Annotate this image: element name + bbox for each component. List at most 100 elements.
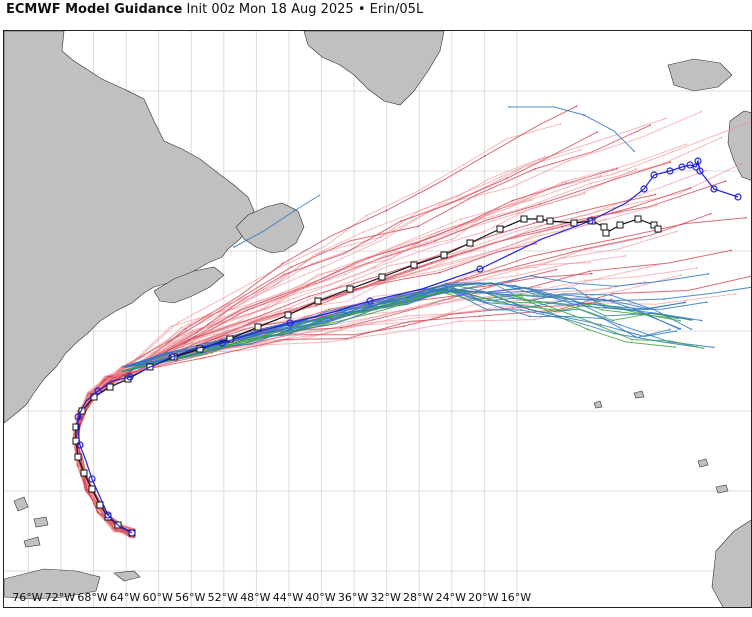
circle-marker-icon bbox=[586, 217, 594, 225]
ensemble-track-point bbox=[385, 209, 388, 212]
title-details: Init 00z Mon 18 Aug 2025 • Erin/05L bbox=[186, 2, 424, 17]
circle-marker-icon bbox=[76, 441, 84, 449]
ensemble-track-point bbox=[365, 214, 368, 217]
ensemble-track-point bbox=[696, 267, 698, 269]
ensemble-track-point bbox=[134, 536, 136, 539]
ensemble-track-point bbox=[293, 297, 296, 300]
ensemble-track-point bbox=[584, 279, 587, 282]
ensemble-track-point bbox=[734, 293, 737, 295]
blue-ensemble-track-point bbox=[599, 323, 602, 326]
circle-marker-icon bbox=[694, 157, 702, 165]
track-map[interactable] bbox=[4, 31, 752, 608]
ensemble-track-point bbox=[76, 464, 79, 467]
ensemble-track-point bbox=[177, 321, 179, 324]
square-marker-icon bbox=[80, 469, 88, 477]
circle-marker-icon bbox=[710, 185, 718, 193]
blue-ensemble-track-point bbox=[633, 150, 635, 152]
square-marker-icon bbox=[254, 323, 262, 331]
ensemble-track-point bbox=[188, 324, 191, 326]
ensemble-track-point bbox=[319, 330, 322, 333]
blue-ensemble-track-point bbox=[663, 298, 665, 300]
ensemble-track-point bbox=[579, 148, 582, 151]
blue-ensemble-track-point bbox=[543, 296, 545, 298]
blue-ensemble-track-point bbox=[131, 364, 133, 367]
ensemble-track-point bbox=[281, 262, 284, 265]
ensemble-track-point bbox=[635, 167, 638, 170]
ensemble-track-point bbox=[374, 283, 376, 285]
green-ensemble-track-point bbox=[611, 319, 614, 322]
ensemble-track-point bbox=[604, 218, 607, 221]
blue-ensemble-track-point bbox=[444, 291, 447, 294]
ensemble-track-point bbox=[506, 307, 509, 310]
circle-marker-icon bbox=[286, 319, 294, 327]
square-marker-icon bbox=[570, 219, 578, 227]
ensemble-track-point bbox=[396, 250, 399, 253]
ensemble-track-point bbox=[308, 295, 310, 298]
ensemble-track-point bbox=[279, 266, 281, 268]
green-ensemble-track-point bbox=[129, 368, 131, 371]
circle-marker-icon bbox=[88, 475, 96, 483]
ensemble-track-point bbox=[374, 266, 377, 269]
greenland-land bbox=[303, 31, 445, 106]
blue-ensemble-track-point bbox=[122, 370, 125, 373]
x-tick-label: 32°W bbox=[370, 591, 401, 604]
ensemble-track-point bbox=[669, 161, 672, 163]
green-ensemble-track-point bbox=[702, 347, 704, 350]
map-panel[interactable] bbox=[3, 30, 752, 608]
ensemble-track-point bbox=[700, 110, 703, 113]
ensemble-track-point bbox=[616, 167, 619, 170]
ensemble-track-point bbox=[611, 292, 614, 295]
ensemble-track-point bbox=[191, 341, 194, 344]
blue-ensemble-track-point bbox=[613, 332, 616, 335]
x-tick-label: 36°W bbox=[337, 591, 369, 604]
ensemble-track-point bbox=[274, 295, 277, 298]
circle-marker-icon bbox=[692, 163, 700, 171]
blue-ensemble-track-point bbox=[289, 326, 292, 329]
ensemble-track-point bbox=[588, 270, 591, 273]
square-marker-icon bbox=[74, 453, 82, 461]
x-tick-label: 56°W bbox=[175, 591, 206, 604]
ensemble-track-point bbox=[460, 218, 462, 221]
green-ensemble-track-point bbox=[674, 346, 676, 349]
blue-ensemble-track-point bbox=[122, 365, 125, 368]
ensemble-track-point bbox=[325, 341, 327, 344]
ensemble-track-point bbox=[438, 203, 441, 206]
blue-ensemble-track-point bbox=[615, 285, 617, 288]
square-marker-icon bbox=[346, 285, 354, 293]
blue-ensemble-track-point bbox=[369, 306, 372, 309]
ensemble-track-point bbox=[434, 240, 436, 242]
ensemble-track-point bbox=[685, 143, 688, 146]
ensemble-track-point bbox=[561, 225, 564, 228]
ensemble-track-point bbox=[660, 263, 663, 265]
ensemble-track-point bbox=[438, 271, 441, 274]
ensemble-track-point bbox=[345, 337, 348, 340]
ensemble-track-point bbox=[539, 234, 541, 237]
blue-ensemble-track-point bbox=[233, 246, 235, 248]
blue-ensemble-track-point bbox=[363, 303, 365, 306]
blue-ensemble-track-point bbox=[127, 368, 130, 371]
blue-ensemble-track-point bbox=[677, 328, 680, 330]
green-ensemble-track-point bbox=[679, 319, 681, 322]
square-marker-icon bbox=[520, 215, 528, 223]
ensemble-track-point bbox=[512, 307, 514, 309]
ensemble-track-point bbox=[461, 251, 463, 254]
north-america-land bbox=[4, 31, 255, 424]
ensemble-track-point bbox=[600, 174, 603, 177]
ensemble-track-point bbox=[750, 275, 751, 278]
ensemble-track-point bbox=[414, 245, 416, 247]
ensemble-track-point bbox=[649, 124, 651, 127]
ensemble-track-point bbox=[461, 164, 464, 166]
green-ensemble-track-point bbox=[538, 301, 541, 304]
ensemble-track-point bbox=[112, 378, 114, 381]
ensemble-track-point bbox=[483, 230, 486, 233]
iceland-land bbox=[667, 58, 733, 92]
ensemble-track-point bbox=[612, 238, 615, 241]
x-tick-label: 76°W bbox=[12, 591, 43, 604]
blue-ensemble-track-point bbox=[445, 282, 448, 285]
ensemble-track-point bbox=[724, 180, 727, 183]
blue-ensemble-track-point bbox=[455, 282, 458, 284]
ensemble-track-point bbox=[705, 169, 708, 171]
circle-marker-icon bbox=[640, 185, 648, 193]
ensemble-track-point bbox=[81, 419, 84, 421]
canary-islands-land bbox=[697, 458, 729, 494]
